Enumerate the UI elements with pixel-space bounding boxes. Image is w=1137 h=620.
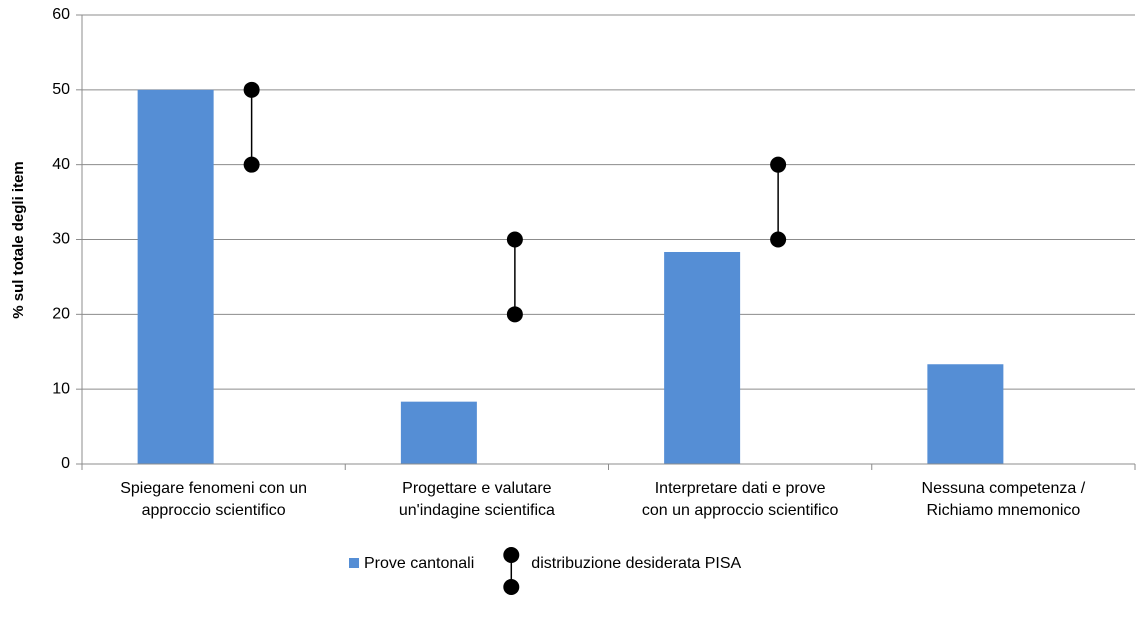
legend-swatch [503,579,520,595]
y-tick-label: 10 [52,380,70,397]
bar [664,251,741,464]
range-low [506,306,523,323]
bar [927,364,1004,464]
y-axis-label: % sul totale degli item [10,161,27,319]
range-low [243,156,260,173]
legend-swatch [503,547,520,563]
x-tick-label: Nessuna competenza / [922,480,1086,497]
y-tick-label: 20 [52,306,70,323]
y-tick-label: 40 [52,156,70,173]
legend-swatch [349,558,359,568]
range-high [506,231,523,248]
range-high [770,156,787,173]
y-tick-label: 50 [52,81,70,98]
y-tick-label: 30 [52,231,70,248]
x-tick-label: Progettare e valutare [402,480,552,497]
x-tick-label: Richiamo mnemonico [926,502,1080,519]
x-tick-label: con un approccio scientifico [642,502,839,519]
x-tick-label: Interpretare dati e prove [655,480,826,497]
y-tick-label: 60 [52,6,70,23]
range-high [243,81,260,98]
x-tick-label: Spiegare fenomeni con un [120,480,307,497]
legend-label: distribuzione desiderata PISA [531,555,741,572]
y-tick-label: 0 [61,455,70,472]
bar [400,401,477,464]
bar [137,89,214,464]
x-tick-label: approccio scientifico [142,502,286,519]
legend-label: Prove cantonali [364,555,474,572]
x-tick-label: un'indagine scientifica [399,502,555,519]
range-low [770,231,787,248]
